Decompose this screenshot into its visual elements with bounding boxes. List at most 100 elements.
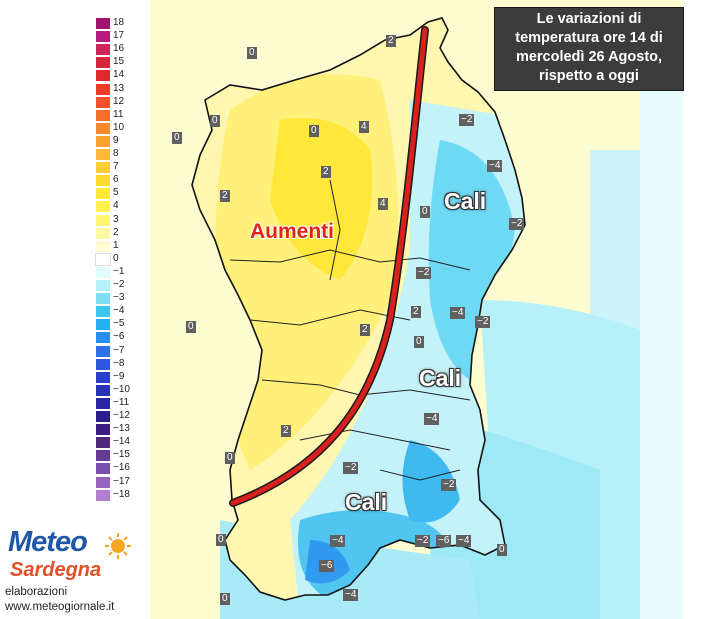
legend-label: 5 (113, 187, 119, 199)
title-line-2: temperatura ore 14 di (515, 30, 663, 46)
legend-label: 11 (113, 108, 124, 120)
legend-row: 15 (92, 56, 148, 69)
legend-swatch (96, 280, 110, 291)
logo-text-bottom: Sardegna (10, 559, 102, 581)
legend-swatch (96, 319, 110, 331)
contour-label: 2 (281, 425, 291, 437)
legend-swatch (96, 240, 110, 252)
legend-row: −12 (92, 410, 148, 422)
contour-label: −2 (441, 479, 457, 491)
legend-swatch (96, 31, 110, 43)
legend-label: 16 (113, 43, 125, 55)
legend-label: 9 (113, 134, 119, 146)
credit-line-1: elaborazioni (5, 586, 68, 598)
contour-label: 2 (220, 190, 230, 202)
legend-row: 6 (92, 174, 148, 187)
contour-label: 4 (359, 121, 369, 133)
legend-label: −9 (113, 370, 125, 382)
legend-swatch (96, 57, 110, 69)
legend-label: −18 (113, 488, 130, 500)
legend-row: −3 (92, 292, 148, 305)
contour-label: −6 (436, 535, 452, 547)
legend-label: 18 (113, 17, 125, 28)
legend-label: 7 (113, 161, 119, 173)
legend-label: −5 (113, 318, 125, 330)
legend-swatch (96, 175, 110, 187)
legend-row: 8 (92, 148, 148, 160)
legend-swatch (96, 214, 110, 226)
legend-row: −7 (92, 344, 148, 357)
legend-swatch (96, 135, 110, 147)
legend-label: 10 (113, 121, 125, 133)
contour-label: 0 (309, 125, 319, 137)
logo-text-top: Meteo (8, 526, 88, 558)
legend-label: −2 (113, 279, 125, 290)
credit-line-2: www.meteogiornale.it (5, 601, 115, 613)
legend-label: 14 (113, 69, 125, 81)
legend-label: −16 (113, 462, 130, 474)
legend-swatch (96, 70, 110, 82)
legend-swatch (96, 201, 110, 213)
legend-label: −1 (113, 265, 125, 277)
legend-row: −16 (92, 462, 148, 475)
legend-label: −10 (113, 383, 130, 395)
legend-swatch (96, 83, 110, 95)
label-aumenti: Aumenti (250, 220, 334, 243)
legend-label: −14 (113, 436, 130, 448)
legend-swatch (96, 424, 110, 436)
contour-label: −4 (487, 160, 503, 172)
legend-swatch (96, 463, 110, 475)
legend-swatch (96, 384, 110, 396)
legend-label: 1 (113, 239, 119, 251)
legend-row: −17 (92, 476, 148, 488)
title-line-1: Le variazioni di (536, 11, 642, 27)
legend-swatch (96, 411, 110, 422)
legend-row: −1 (92, 265, 148, 278)
legend-swatch (96, 122, 110, 134)
legend-label: −3 (113, 292, 125, 304)
legend-row: 12 (92, 96, 148, 108)
meteo-sardegna-logo: Meteo Sardegna (4, 526, 144, 582)
legend-row: 13 (92, 83, 148, 95)
contour-label: −4 (424, 413, 440, 425)
contour-label: −4 (456, 535, 472, 547)
contour-label: −4 (343, 589, 359, 601)
legend-row: 10 (92, 121, 148, 134)
legend-row: 14 (92, 69, 148, 82)
legend-swatch (96, 293, 110, 305)
legend-label: 8 (113, 148, 119, 159)
contour-label: 0 (225, 452, 235, 464)
legend-row: −14 (92, 436, 148, 449)
legend-swatch (96, 96, 110, 108)
contour-label: 0 (216, 534, 226, 546)
legend-label: 2 (113, 226, 119, 238)
legend-label: −7 (113, 344, 125, 356)
legend-label: 6 (113, 174, 119, 186)
legend-label: −12 (113, 410, 130, 421)
title-box: Le variazioni di temperatura ore 14 di m… (494, 7, 684, 91)
title-line-3: mercoledì 26 Agosto, (515, 49, 663, 65)
legend-label: −15 (113, 449, 130, 461)
contour-label: 2 (386, 35, 396, 47)
legend-swatch (96, 188, 110, 200)
legend-row: 18 (92, 17, 148, 29)
legend-row: 1 (92, 239, 148, 252)
contour-label: 0 (420, 206, 430, 218)
contour-label: 2 (360, 324, 370, 336)
contour-label: −2 (416, 267, 432, 279)
legend-row: −9 (92, 370, 148, 383)
contour-label: −2 (343, 462, 359, 474)
contour-label: −2 (475, 316, 491, 328)
legend-row: 0 (92, 252, 148, 266)
legend-swatch (96, 109, 110, 121)
legend-swatch (96, 476, 110, 488)
legend-label: −8 (113, 357, 125, 369)
legend-swatch (96, 358, 110, 370)
legend-label: −4 (113, 305, 125, 317)
contour-label: 0 (210, 115, 220, 127)
contour-label: 0 (172, 132, 182, 144)
legend-row: −6 (92, 331, 148, 344)
legend-row: 4 (92, 200, 148, 213)
legend-row: −11 (92, 397, 148, 409)
legend-swatch (96, 227, 110, 239)
